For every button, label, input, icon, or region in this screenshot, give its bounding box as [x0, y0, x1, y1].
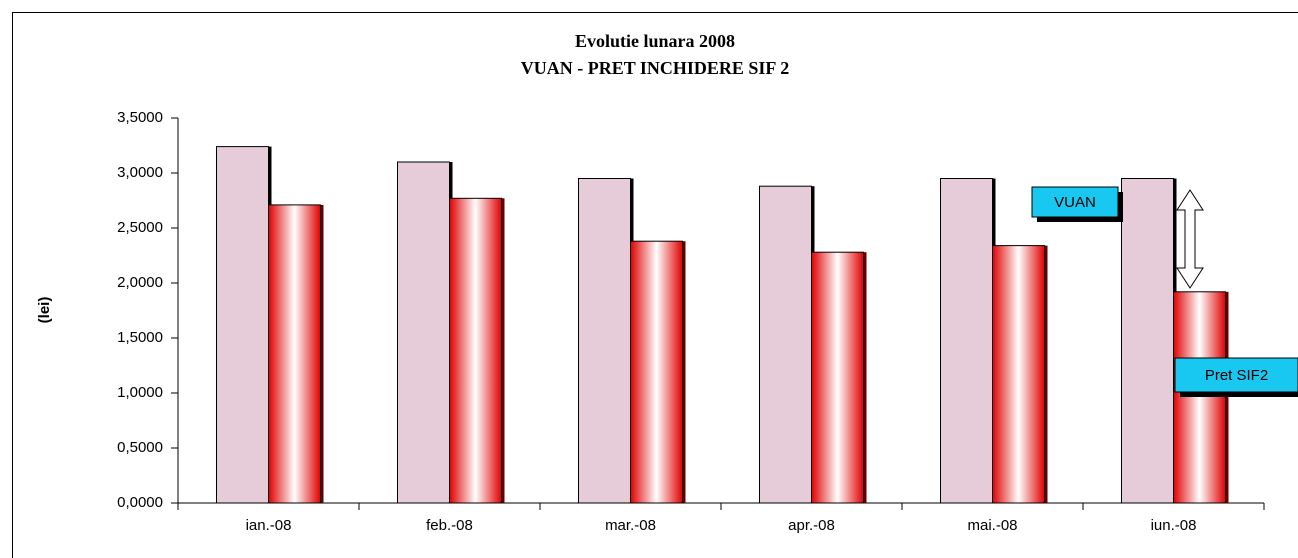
y-tick-label: 2,5000: [117, 219, 163, 236]
y-tick-label: 0,0000: [117, 494, 163, 511]
x-tick-label: mar.-08: [605, 517, 656, 534]
bar: [992, 245, 1045, 504]
y-tick-label: 0,5000: [117, 439, 163, 456]
series-label-box: [1174, 357, 1298, 393]
series-label: Pret SIF2: [1205, 367, 1268, 384]
bar: [940, 178, 993, 504]
series-label-box: [1031, 186, 1119, 218]
bar: [630, 240, 683, 504]
bar: [759, 185, 812, 504]
bar: [1121, 178, 1174, 504]
y-tick-label: 3,5000: [117, 109, 163, 126]
y-tick-label: 1,5000: [117, 329, 163, 346]
bar: [216, 146, 269, 504]
x-tick-label: ian.-08: [246, 517, 292, 534]
y-tick-label: 1,0000: [117, 384, 163, 401]
y-axis-label: (lei): [36, 297, 53, 324]
bar: [578, 178, 631, 504]
chart-title: Evolutie lunara 2008: [575, 31, 735, 51]
bar: [268, 204, 321, 504]
bar: [811, 251, 864, 504]
y-tick-label: 3,0000: [117, 164, 163, 181]
bar: [397, 161, 450, 504]
y-tick-label: 2,0000: [117, 274, 163, 291]
x-tick-label: apr.-08: [788, 517, 835, 534]
series-label: VUAN: [1054, 194, 1096, 211]
bar: [1173, 291, 1226, 504]
x-tick-label: feb.-08: [426, 517, 473, 534]
x-tick-label: mai.-08: [967, 517, 1017, 534]
x-tick-label: iun.-08: [1151, 517, 1197, 534]
double-arrow: [1176, 189, 1204, 289]
chart-border: [12, 12, 1298, 558]
bar: [449, 197, 502, 504]
chart-subtitle: VUAN - PRET INCHIDERE SIF 2: [521, 58, 790, 78]
